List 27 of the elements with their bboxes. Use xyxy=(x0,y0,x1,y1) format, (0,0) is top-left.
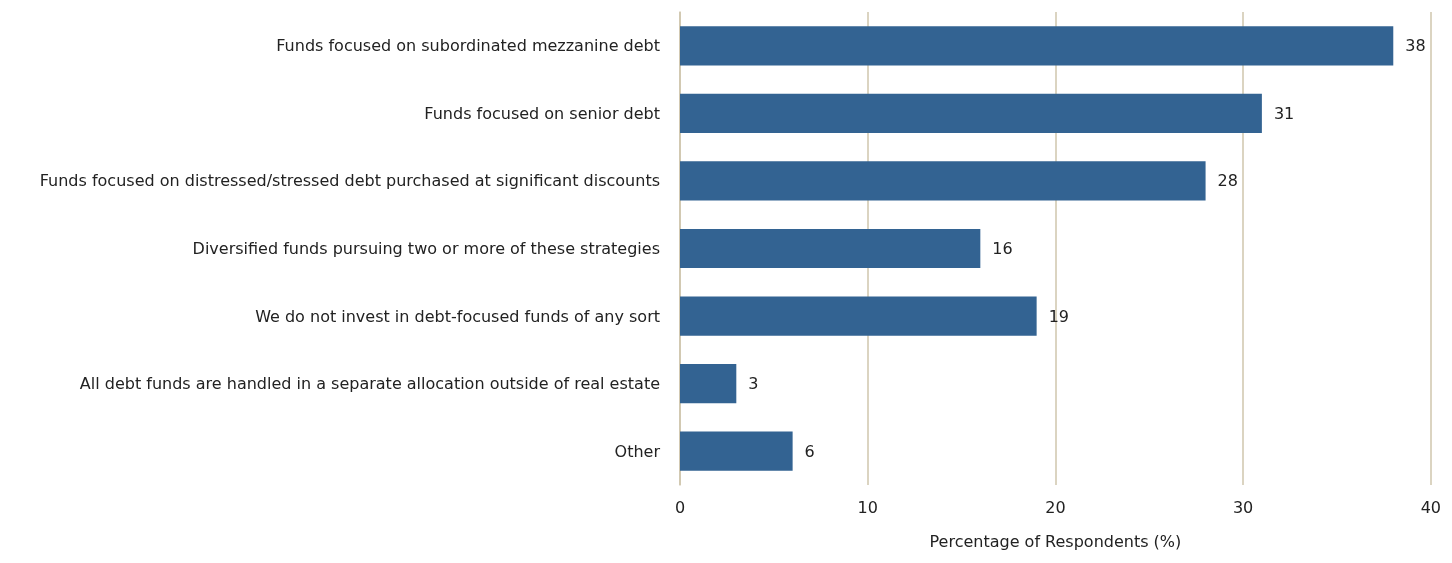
y-tick-label: All debt funds are handled in a separate allocation outside of real estate xyxy=(79,374,660,394)
x-tick-label: 0 xyxy=(674,497,686,517)
bar xyxy=(680,364,737,404)
data-label: 6 xyxy=(804,441,815,461)
bar xyxy=(680,93,1262,133)
bar xyxy=(680,296,1037,336)
bar xyxy=(680,26,1394,66)
y-tick-label: Diversified funds pursuing two or more of these strategies xyxy=(192,239,660,258)
data-label: 28 xyxy=(1217,171,1238,191)
x-tick-label: 10 xyxy=(857,497,878,517)
bar xyxy=(680,161,1206,201)
x-tick-label: 30 xyxy=(1232,497,1254,517)
data-label: 19 xyxy=(1048,306,1069,326)
data-label: 38 xyxy=(1405,36,1426,56)
y-tick-label: We do not invest in debt-focused funds of any sort xyxy=(255,306,660,326)
data-label: 16 xyxy=(992,239,1013,258)
x-tick-label: 20 xyxy=(1045,497,1066,517)
y-tick-label: Other xyxy=(614,441,661,461)
data-label: 3 xyxy=(748,374,759,394)
bar xyxy=(680,228,981,269)
x-tick-label: 40 xyxy=(1420,497,1441,517)
y-tick-label: Funds focused on distressed/stressed debt purchased at significant discounts xyxy=(39,171,660,191)
x-axis-title: Percentage of Respondents (%) xyxy=(929,531,1182,551)
y-tick-label: Funds focused on senior debt xyxy=(424,103,660,123)
data-label: 31 xyxy=(1273,103,1295,123)
bar xyxy=(680,431,793,471)
y-tick-label: Funds focused on subordinated mezzanine debt xyxy=(276,36,660,56)
